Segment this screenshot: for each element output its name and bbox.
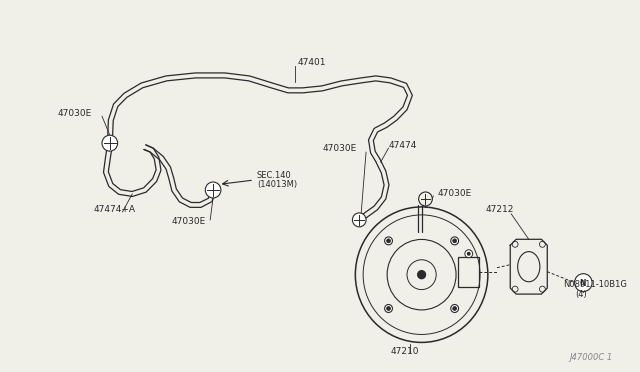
Circle shape [452, 239, 456, 243]
Text: (14013M): (14013M) [257, 180, 297, 189]
Circle shape [385, 305, 392, 312]
Circle shape [353, 213, 366, 227]
Circle shape [575, 274, 592, 292]
Text: 47474: 47474 [388, 141, 417, 150]
Text: 47030E: 47030E [437, 189, 472, 199]
Circle shape [451, 305, 459, 312]
Text: 47212: 47212 [486, 205, 515, 214]
Text: N08911-10B1G: N08911-10B1G [563, 280, 627, 289]
Circle shape [102, 135, 118, 151]
Text: N: N [579, 279, 586, 288]
Circle shape [387, 307, 390, 311]
Text: 47030E: 47030E [57, 109, 92, 118]
Text: SEC.140: SEC.140 [257, 170, 292, 180]
Text: 47474+A: 47474+A [93, 205, 135, 214]
Circle shape [452, 307, 456, 311]
Text: J47000C 1: J47000C 1 [570, 353, 612, 362]
Text: 47210: 47210 [390, 347, 419, 356]
Circle shape [451, 237, 459, 245]
Text: 47030E: 47030E [171, 217, 205, 227]
Circle shape [465, 250, 473, 258]
Text: (4): (4) [575, 290, 588, 299]
Bar [458, 257, 479, 286]
Text: 47030E: 47030E [322, 144, 356, 153]
Circle shape [387, 239, 390, 243]
Circle shape [385, 237, 392, 245]
Text: 47401: 47401 [298, 58, 326, 67]
Circle shape [467, 252, 470, 256]
Circle shape [418, 271, 426, 279]
Circle shape [205, 182, 221, 198]
